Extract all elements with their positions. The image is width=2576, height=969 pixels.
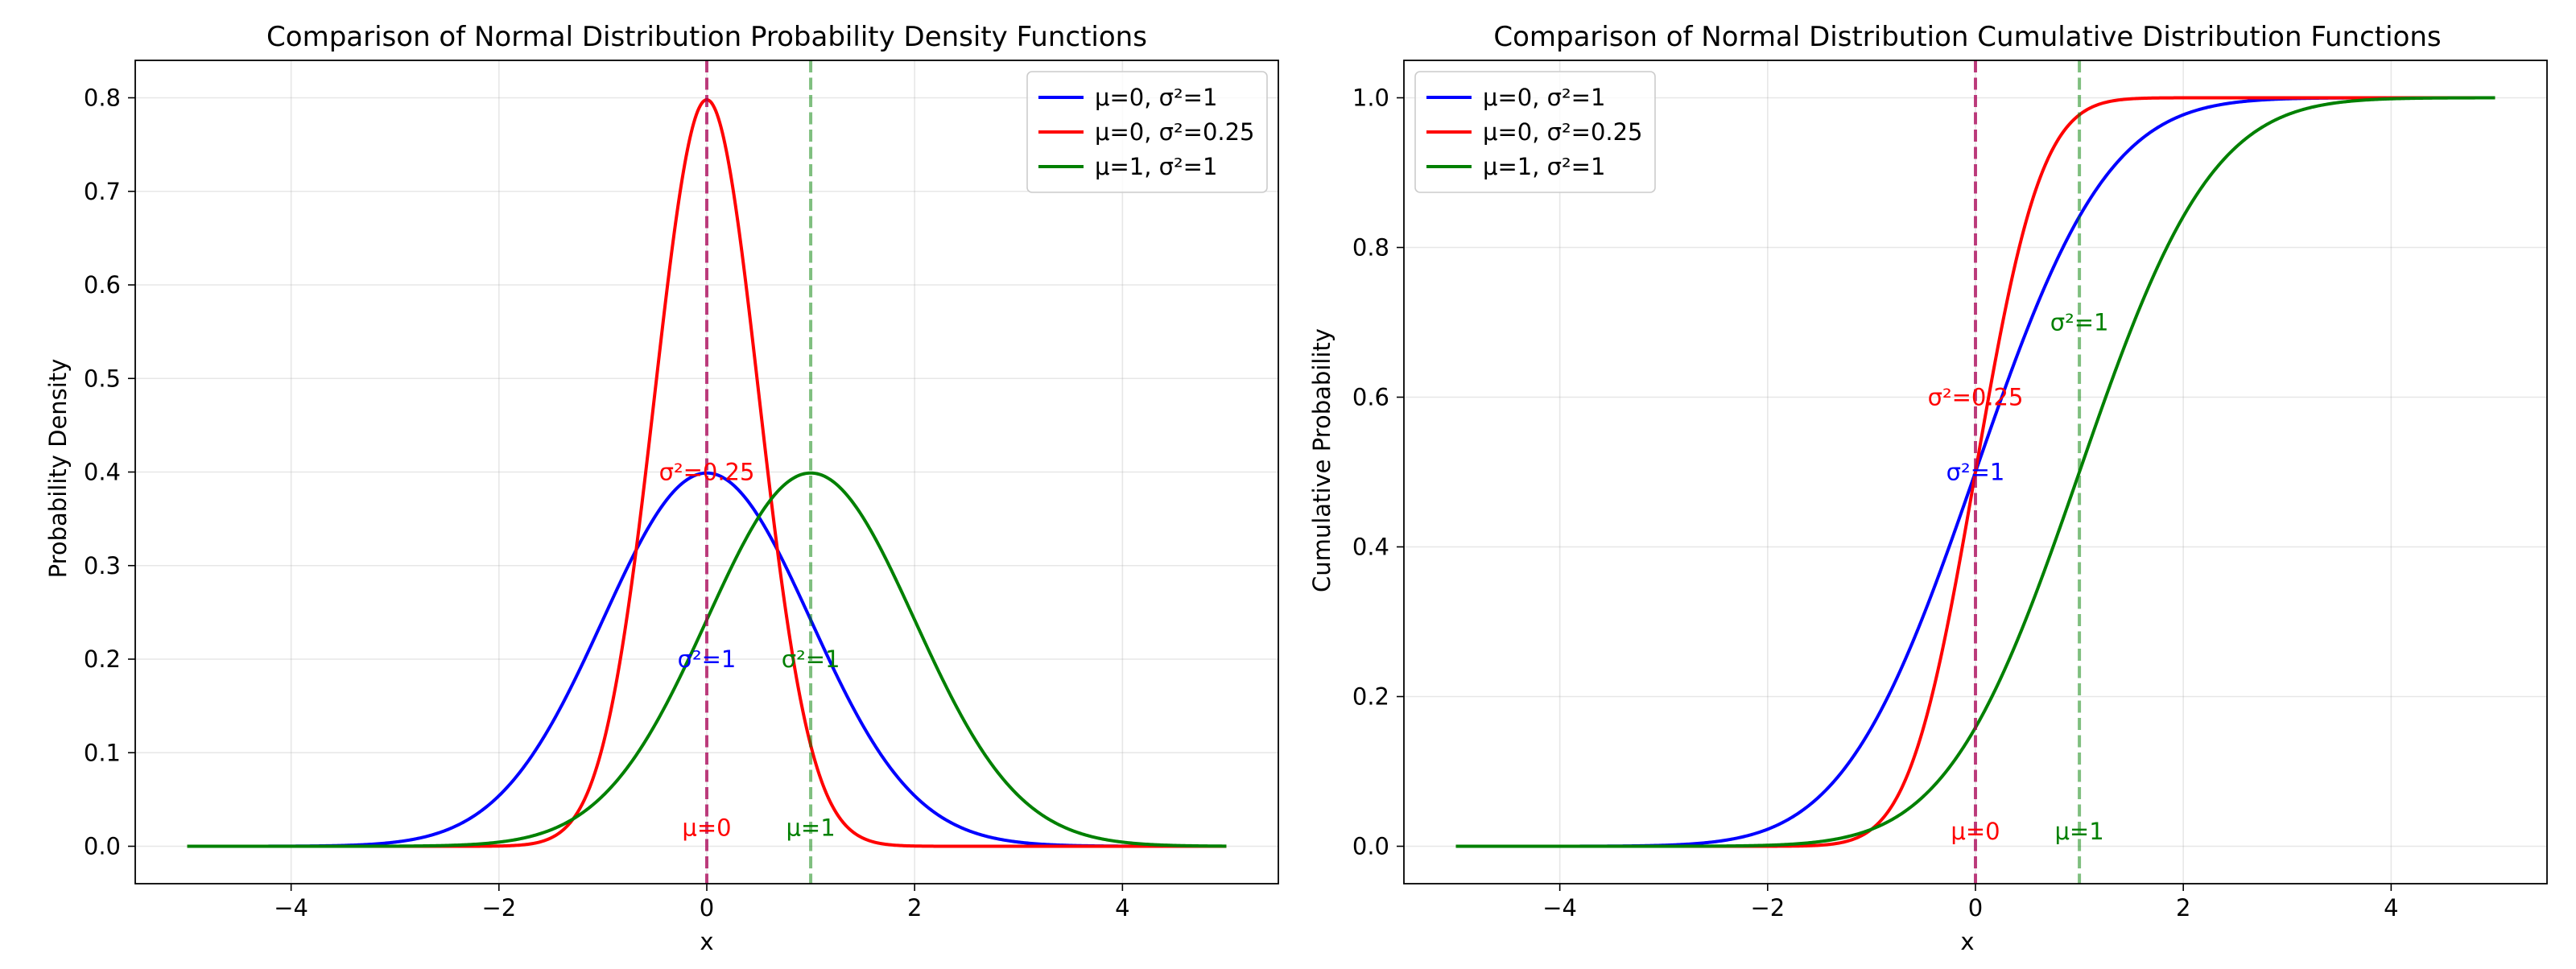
pdf-x-tick-label: −2 — [481, 894, 516, 922]
pdf-x-tick-label: 0 — [700, 894, 714, 922]
pdf-legend-label: μ=0, σ²=0.25 — [1095, 118, 1255, 146]
cdf-y-tick-label: 0.6 — [1352, 384, 1389, 411]
pdf-y-tick-label: 0.1 — [84, 739, 121, 766]
cdf-y-tick-label: 0.2 — [1352, 683, 1389, 711]
cdf-plot-area — [1455, 60, 2496, 884]
cdf-legend: μ=0, σ²=1 μ=0, σ²=0.25 μ=1, σ²=1 — [1414, 71, 1656, 193]
pdf-chart: Comparison of Normal Distribution Probab… — [44, 21, 1279, 955]
pdf-annotation: μ=0 — [682, 814, 731, 841]
pdf-y-tick-label: 0.8 — [84, 85, 121, 112]
cdf-y-tick-label: 1.0 — [1352, 85, 1389, 112]
cdf-x-tick-label: 0 — [1968, 894, 1983, 922]
cdf-legend-label: μ=0, σ²=1 — [1483, 84, 1605, 111]
pdf-chart-title: Comparison of Normal Distribution Probab… — [266, 21, 1147, 53]
cdf-y-tick-label: 0.8 — [1352, 234, 1389, 262]
cdf-x-tick-label: 2 — [2176, 894, 2190, 922]
cdf-chart: Comparison of Normal Distribution Cumula… — [1308, 21, 2548, 955]
cdf-annotation: μ=0 — [1951, 818, 2000, 845]
cdf-legend-box — [1414, 71, 1656, 193]
cdf-axes-frame — [1403, 60, 2548, 884]
pdf-legend-label: μ=0, σ²=1 — [1095, 84, 1217, 111]
pdf-chart-xlabel: x — [700, 928, 713, 955]
cdf-chart-ylabel: Cumulative Probability — [1308, 328, 1335, 592]
pdf-x-tick-label: −4 — [274, 894, 308, 922]
cdf-chart-xlabel: x — [1960, 928, 1974, 955]
cdf-annotation: σ²=1 — [1946, 459, 2005, 486]
pdf-x-tick-label: 4 — [1115, 894, 1129, 922]
pdf-legend-box — [1026, 71, 1268, 193]
pdf-legend-label: μ=1, σ²=1 — [1095, 153, 1217, 180]
cdf-x-tick-label: −2 — [1750, 894, 1785, 922]
cdf-legend-label: μ=0, σ²=0.25 — [1483, 118, 1643, 146]
cdf-y-tick-label: 0.4 — [1352, 534, 1389, 561]
pdf-axes-frame — [134, 60, 1279, 884]
pdf-legend: μ=0, σ²=1 μ=0, σ²=0.25 μ=1, σ²=1 — [1026, 71, 1268, 193]
pdf-annotation: σ²=1 — [782, 645, 840, 673]
cdf-annotation: σ²=0.25 — [1928, 384, 2024, 411]
pdf-annotation: σ²=0.25 — [659, 459, 755, 486]
pdf-chart-ylabel: Probability Density — [44, 359, 72, 579]
pdf-y-tick-label: 0.5 — [84, 365, 121, 392]
cdf-y-tick-label: 0.0 — [1352, 833, 1389, 860]
pdf-y-tick-label: 0.7 — [84, 178, 121, 205]
cdf-annotation: μ=1 — [2054, 818, 2103, 845]
pdf-annotation: μ=1 — [786, 814, 835, 841]
pdf-y-tick-label: 0.0 — [84, 833, 121, 860]
pdf-y-tick-label: 0.2 — [84, 645, 121, 673]
pdf-y-tick-label: 0.6 — [84, 271, 121, 299]
pdf-x-tick-label: 2 — [907, 894, 922, 922]
pdf-plot-area — [187, 60, 1227, 884]
cdf-legend-label: μ=1, σ²=1 — [1483, 153, 1605, 180]
pdf-y-tick-label: 0.3 — [84, 552, 121, 579]
pdf-annotation: σ²=1 — [678, 645, 737, 673]
cdf-x-tick-label: −4 — [1542, 894, 1577, 922]
cdf-chart-title: Comparison of Normal Distribution Cumula… — [1493, 21, 2441, 53]
pdf-y-tick-label: 0.4 — [84, 459, 121, 486]
cdf-annotation: σ²=1 — [2050, 309, 2109, 336]
cdf-x-tick-label: 4 — [2384, 894, 2398, 922]
